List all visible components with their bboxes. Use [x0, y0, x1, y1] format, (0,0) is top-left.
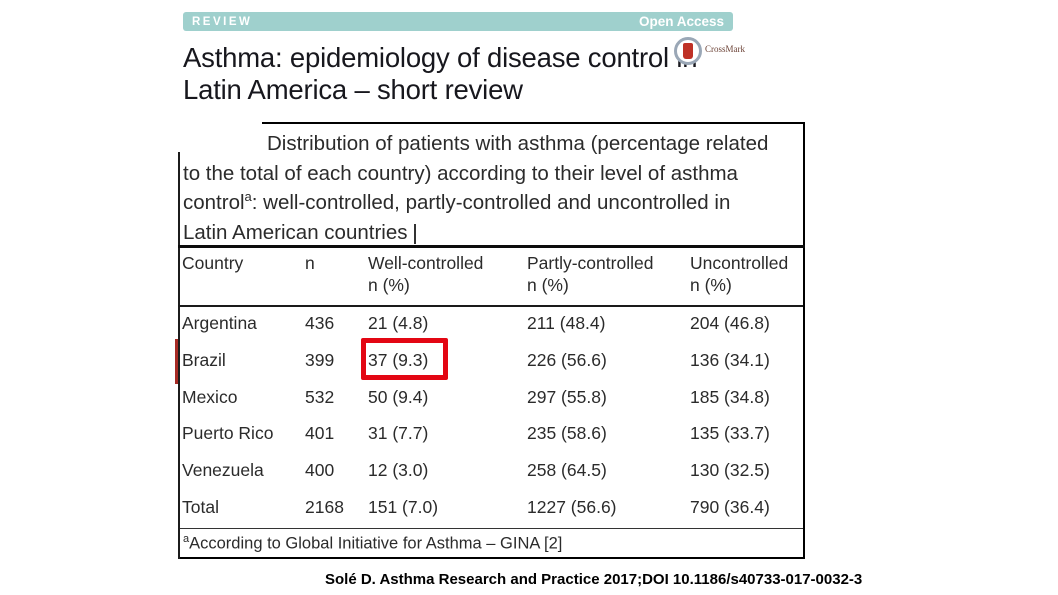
- cell-well-controlled: 12 (3.0): [368, 460, 429, 481]
- cell-well-controlled: 31 (7.7): [368, 423, 429, 444]
- table-figure: Distribution of patients with asthma (pe…: [178, 122, 805, 559]
- cell-uncontrolled: 185 (34.8): [690, 386, 770, 407]
- cell-n: 532: [305, 386, 335, 407]
- cell-uncontrolled: 136 (34.1): [690, 349, 770, 370]
- cell-country: Venezuela: [182, 460, 264, 481]
- caption-line2: to the total of each country) according …: [183, 161, 738, 185]
- column-header-uncontrolled: Uncontrolled n (%): [690, 252, 800, 296]
- caption-divider-rule: [178, 245, 805, 248]
- cell-uncontrolled-total: 790 (36.4): [690, 496, 770, 517]
- cell-country: Mexico: [182, 386, 238, 407]
- footnote-superscript: a: [183, 533, 190, 545]
- red-tick-annotation: [175, 339, 178, 384]
- table-border-top: [262, 122, 805, 124]
- crossmark-badge: CrossMark: [674, 37, 745, 65]
- cell-n: 400: [305, 460, 335, 481]
- header-divider-rule: [178, 305, 803, 307]
- cell-country: Argentina: [182, 313, 257, 333]
- table-caption: Distribution of patients with asthma (pe…: [183, 129, 797, 247]
- cell-uncontrolled: 204 (46.8): [690, 313, 770, 333]
- cell-uncontrolled: 130 (32.5): [690, 460, 770, 481]
- column-header-well-line1: Well-controlled: [368, 253, 484, 273]
- cell-well-controlled: 21 (4.8): [368, 313, 429, 333]
- column-header-partly-line1: Partly-controlled: [527, 253, 654, 273]
- caption-line4: Latin American countries: [183, 218, 797, 248]
- cell-n: 436: [305, 313, 335, 333]
- article-title: Asthma: epidemiology of disease control …: [183, 42, 743, 106]
- column-header-uncontrolled-line1: Uncontrolled: [690, 253, 789, 273]
- table-footnote: aAccording to Global Initiative for Asth…: [183, 533, 562, 554]
- cell-n-total: 2168: [305, 496, 344, 517]
- caption-line4-text: Latin American countries: [183, 220, 408, 244]
- text-cursor: [414, 223, 417, 244]
- cell-partly-controlled: 226 (56.6): [527, 349, 607, 370]
- column-header-uncontrolled-line2: n (%): [690, 275, 732, 295]
- column-header-partly-line2: n (%): [527, 275, 569, 295]
- crossmark-label: CrossMark: [705, 44, 745, 54]
- cell-well-controlled: 50 (9.4): [368, 386, 429, 407]
- column-header-country: Country: [182, 253, 244, 273]
- article-title-line1: Asthma: epidemiology of disease control …: [183, 42, 698, 73]
- caption-line3-post: : well-controlled, partly-controlled and…: [251, 191, 731, 214]
- article-type-label: REVIEW: [192, 15, 253, 28]
- open-access-label: Open Access: [638, 14, 724, 29]
- column-header-n: n: [305, 253, 315, 273]
- journal-banner: REVIEW Open Access: [183, 12, 733, 31]
- cell-country: Puerto Rico: [182, 423, 274, 444]
- cell-partly-controlled: 211 (48.4): [527, 313, 606, 333]
- cell-country-total: Total: [182, 496, 219, 517]
- column-header-well-controlled: Well-controlled n (%): [368, 252, 527, 296]
- footnote-text: According to Global Initiative for Asthm…: [189, 534, 563, 553]
- cell-partly-controlled: 258 (64.5): [527, 460, 607, 481]
- caption-line3: controla: well-controlled, partly-contro…: [183, 188, 797, 218]
- caption-line1: Distribution of patients with asthma (pe…: [267, 132, 769, 155]
- cell-well-controlled-total: 151 (7.0): [368, 496, 439, 517]
- cell-partly-controlled: 235 (58.6): [527, 423, 607, 444]
- cell-n: 401: [305, 423, 335, 444]
- cell-partly-controlled-total: 1227 (56.6): [527, 496, 617, 517]
- cell-uncontrolled: 135 (33.7): [690, 423, 770, 444]
- caption-superscript: a: [244, 189, 252, 205]
- column-header-well-line2: n (%): [368, 275, 410, 295]
- table-border-right: [803, 122, 805, 559]
- table-border-bottom: [178, 557, 805, 559]
- table-body: Argentina 436 21 (4.8) 211 (48.4) 204 (4…: [182, 313, 800, 534]
- caption-line3-pre: control: [183, 191, 245, 214]
- table-header-row: Country n Well-controlled n (%) Partly-c…: [182, 252, 800, 296]
- footnote-divider-rule: [180, 528, 803, 529]
- table-border-left: [178, 152, 180, 559]
- cell-well-controlled-highlighted: 37 (9.3): [368, 349, 429, 370]
- highlight-box-annotation: [361, 338, 448, 380]
- cell-partly-controlled: 297 (55.8): [527, 386, 607, 407]
- crossmark-icon: [674, 37, 702, 65]
- article-title-line2: Latin America – short review: [183, 74, 523, 105]
- cell-n: 399: [305, 349, 335, 370]
- citation: Solé D. Asthma Research and Practice 201…: [325, 571, 863, 588]
- crossmark-bookmark-icon: [683, 43, 693, 59]
- column-header-partly-controlled: Partly-controlled n (%): [527, 252, 690, 296]
- cell-country: Brazil: [182, 349, 226, 370]
